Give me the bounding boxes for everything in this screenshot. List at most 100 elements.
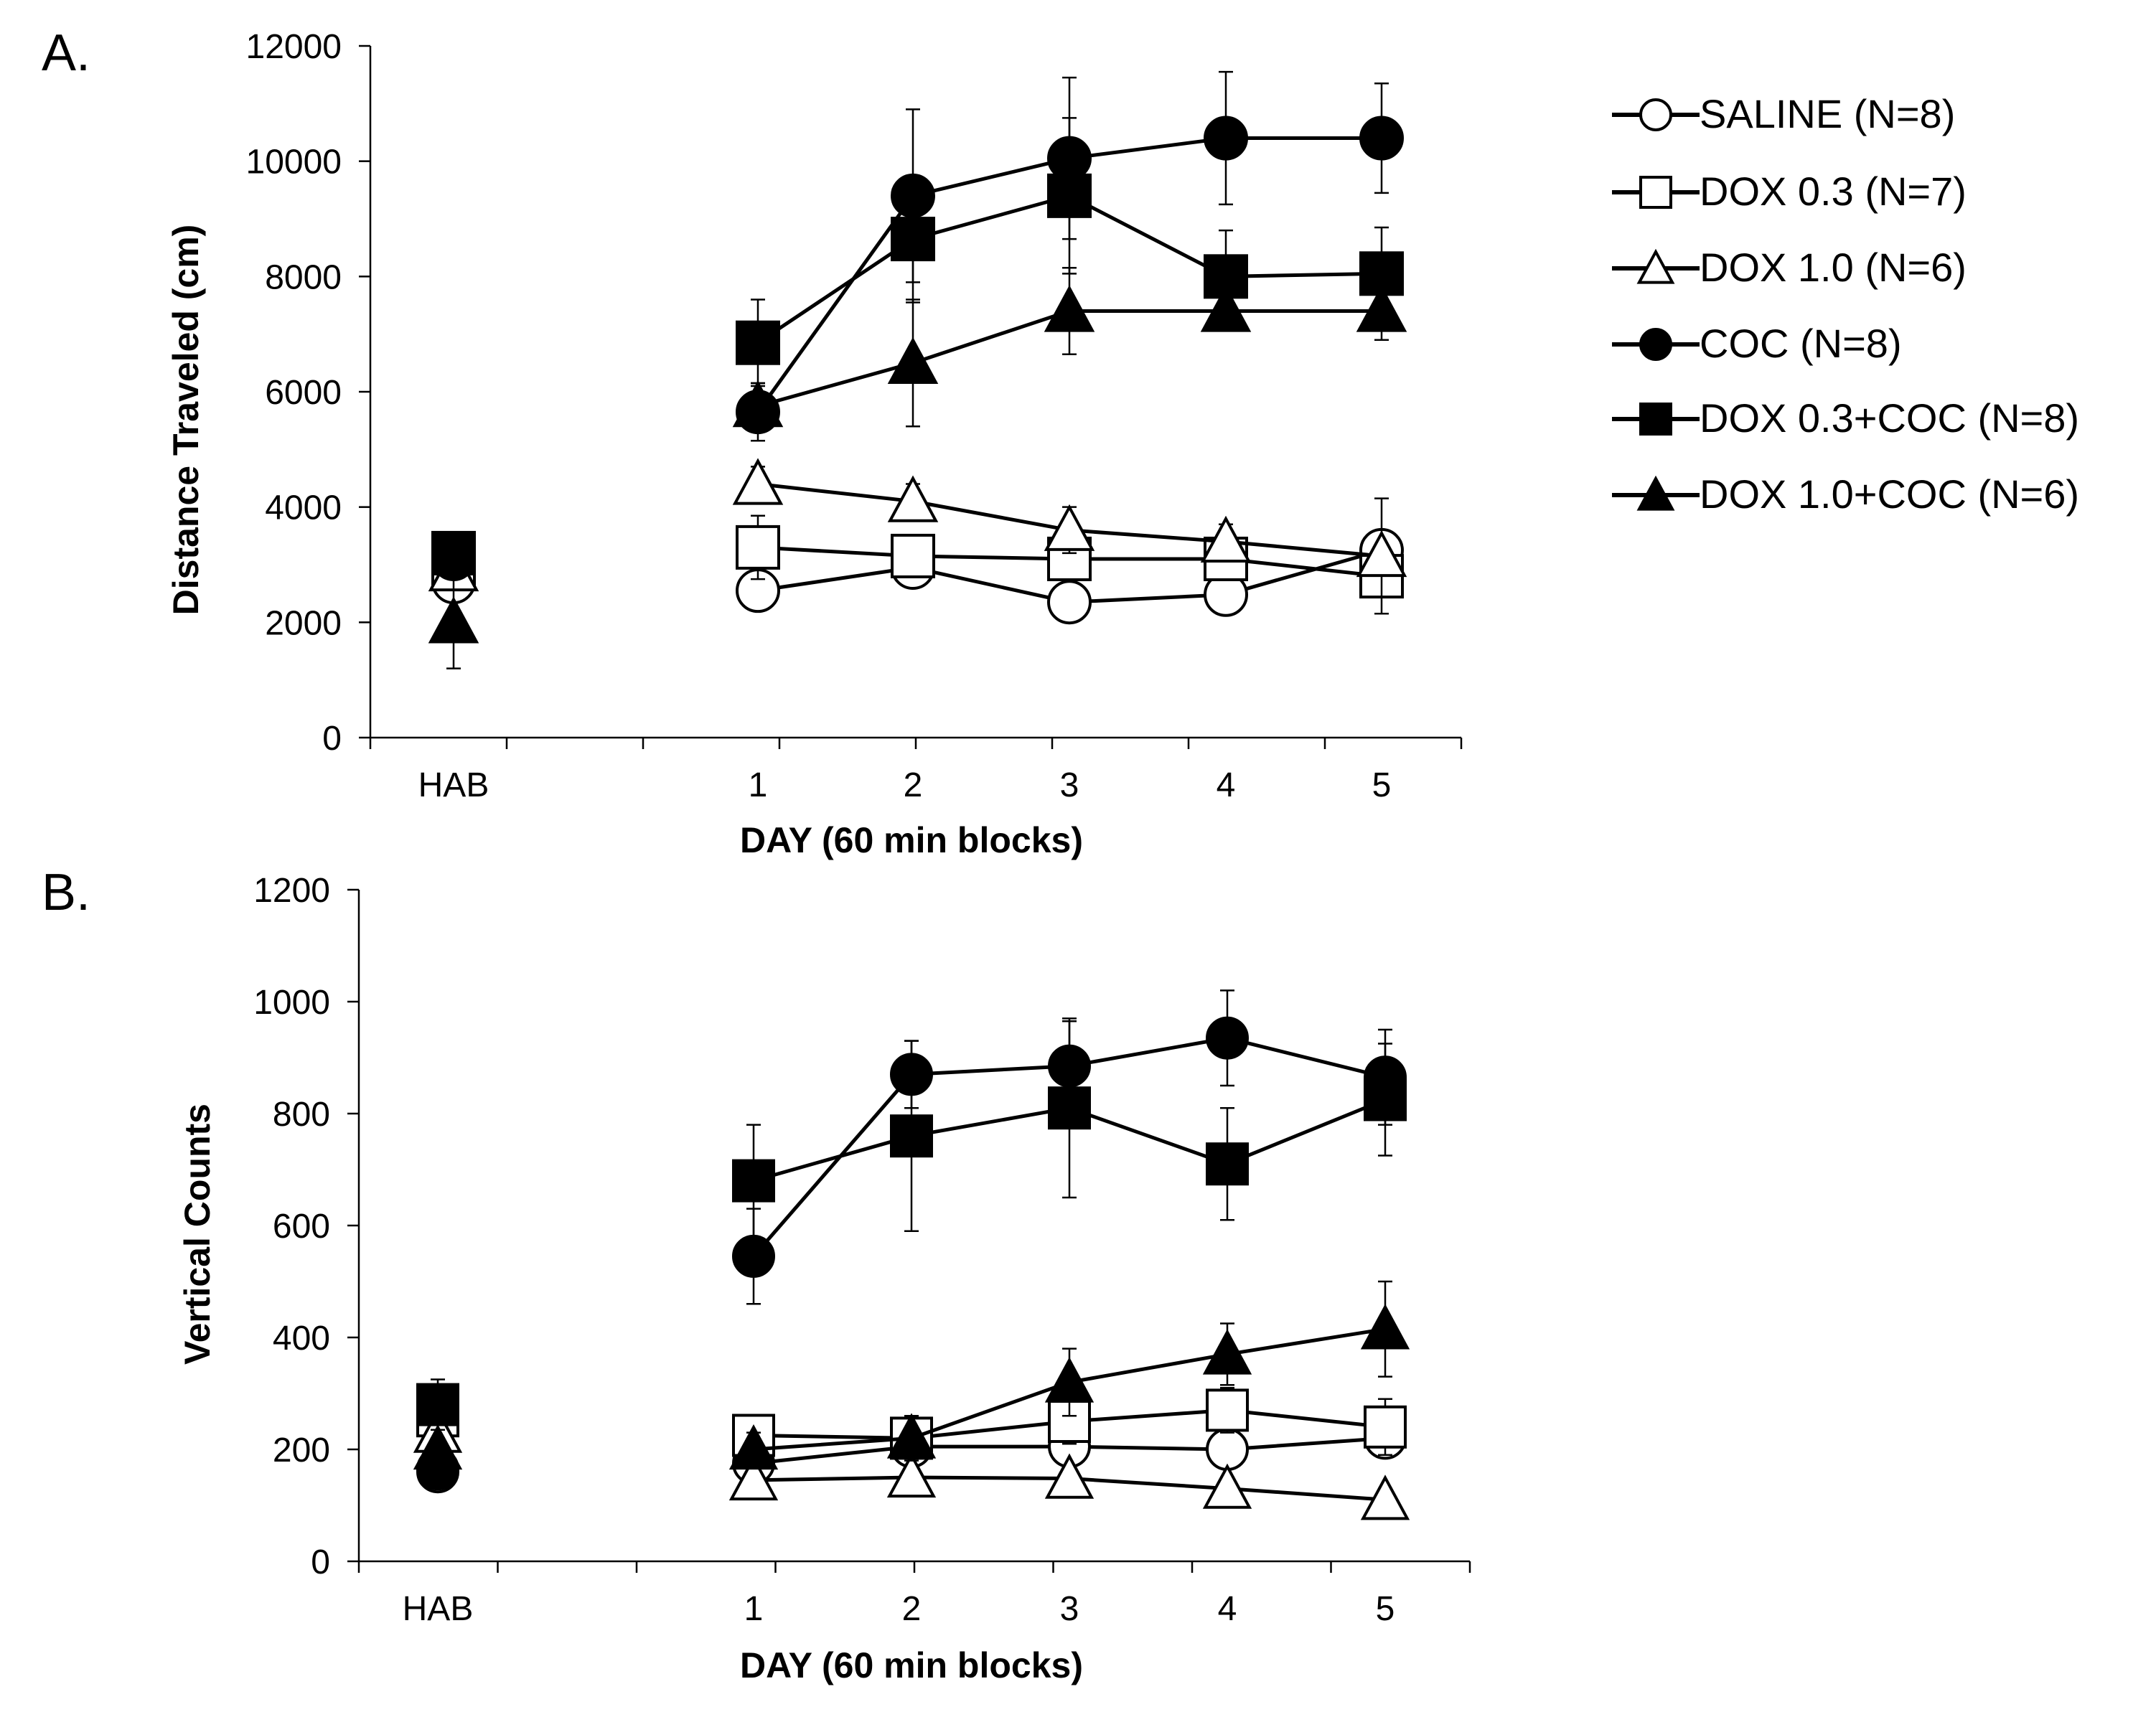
legend-marker — [1639, 328, 1672, 361]
panel-b-y-axis-title: Vertical Counts — [177, 1104, 217, 1365]
data-point — [1364, 1078, 1407, 1121]
data-point — [1206, 1142, 1249, 1186]
data-point — [1202, 1463, 1252, 1509]
panel-b-label: B. — [42, 864, 90, 921]
data-point — [1044, 504, 1095, 551]
panel-b: B. Vertical Counts DAY (60 min blocks) 0… — [42, 864, 1471, 1685]
y-tick-label: 12000 — [246, 28, 342, 66]
y-tick-label: 0 — [322, 720, 342, 758]
data-point — [736, 525, 780, 570]
series-dox-1-0-n-6 — [428, 458, 1407, 615]
data-point — [890, 1114, 933, 1158]
y-tick-label: 600 — [273, 1208, 330, 1246]
data-point — [1356, 285, 1407, 332]
data-point — [1359, 251, 1404, 296]
x-tick-label: 5 — [1376, 1590, 1395, 1628]
panel-b-tick-labels: 0 200 400 600 800 1000 1200 HAB 1 2 3 4 5 — [253, 872, 1395, 1628]
y-tick-label: 8000 — [265, 258, 342, 296]
panel-a-tick-labels: 0 2000 4000 6000 8000 10000 12000 HAB 1 2 3 4 5 — [246, 28, 1392, 804]
data-point — [1200, 285, 1252, 332]
x-tick-label: HAB — [403, 1590, 474, 1628]
data-point — [891, 533, 935, 578]
data-point — [1200, 515, 1252, 563]
y-tick-label: 400 — [273, 1320, 330, 1358]
x-tick-label: 5 — [1372, 766, 1392, 804]
data-point — [1044, 1453, 1095, 1499]
data-point — [1360, 1304, 1410, 1350]
panel-a-x-axis-title: DAY (60 min blocks) — [740, 820, 1083, 860]
panel-a: A. Distance Traveled (cm) DAY (60 min bl… — [42, 24, 1463, 860]
data-point — [732, 1159, 775, 1203]
legend-item-saline: SALINE (N=8) — [1612, 91, 1955, 136]
legend-symbol-dox-1-0-coc — [1612, 475, 1700, 511]
data-point — [416, 1383, 459, 1426]
data-point — [1364, 1405, 1407, 1449]
y-tick-label: 4000 — [265, 489, 342, 527]
legend-item-dox-0-3-coc: DOX 0.3+COC (N=8) — [1612, 395, 2079, 441]
y-tick-label: 1000 — [253, 984, 330, 1022]
data-point — [1048, 1400, 1091, 1443]
data-point — [1048, 1086, 1091, 1130]
legend-item-dox-1-0-coc: DOX 1.0+COC (N=6) — [1612, 471, 2079, 517]
y-tick-label: 1200 — [253, 872, 330, 910]
data-point — [886, 1452, 937, 1498]
data-point — [1359, 116, 1404, 161]
panel-a-axes — [359, 44, 1463, 749]
panel-a-y-axis-title: Distance Traveled (cm) — [166, 225, 206, 616]
data-point — [887, 337, 939, 384]
x-tick-label: 1 — [744, 1590, 764, 1628]
data-point — [1360, 1475, 1410, 1520]
panel-b-x-axis-title: DAY (60 min blocks) — [740, 1645, 1083, 1685]
data-point — [1206, 1016, 1249, 1060]
legend: SALINE (N=8) DOX 0.3 (N=7) DOX 1.0 (N=6)… — [1612, 91, 2079, 517]
legend-item-dox-0-3: DOX 0.3 (N=7) — [1612, 169, 1967, 214]
legend-label-dox-1-0-coc: DOX 1.0+COC (N=6) — [1700, 471, 2079, 517]
legend-label-dox-1-0: DOX 1.0 (N=6) — [1700, 245, 1967, 290]
data-point — [891, 217, 935, 262]
data-point — [728, 1454, 779, 1501]
panel-b-plot — [413, 989, 1410, 1520]
x-tick-label: 2 — [902, 1590, 922, 1628]
data-point — [1202, 1329, 1252, 1375]
panel-b-axes — [347, 888, 1471, 1573]
legend-label-dox-0-3-coc: DOX 0.3+COC (N=8) — [1700, 395, 2079, 441]
data-point — [1047, 173, 1092, 218]
data-point — [732, 1234, 775, 1278]
legend-item-coc: COC (N=8) — [1612, 321, 1902, 366]
x-tick-label: 2 — [904, 766, 923, 804]
legend-marker — [1639, 403, 1672, 436]
data-point — [728, 1424, 779, 1470]
data-point — [736, 320, 780, 365]
data-point — [887, 475, 939, 522]
y-tick-label: 200 — [273, 1431, 330, 1469]
legend-marker — [1639, 98, 1672, 131]
panel-a-plot — [428, 70, 1407, 669]
x-tick-label: 3 — [1060, 766, 1079, 804]
x-tick-label: 1 — [749, 766, 768, 804]
legend-marker — [1636, 475, 1675, 511]
legend-label-saline: SALINE (N=8) — [1700, 91, 1955, 136]
data-point — [732, 380, 784, 428]
x-tick-label: 4 — [1218, 1590, 1237, 1628]
legend-symbol-dox-0-3 — [1612, 176, 1700, 209]
legend-item-dox-1-0: DOX 1.0 (N=6) — [1612, 245, 1967, 290]
legend-symbol-dox-0-3-coc — [1612, 403, 1700, 436]
data-point — [1356, 530, 1407, 578]
data-point — [1044, 285, 1095, 332]
data-point — [886, 1413, 937, 1459]
data-point — [1206, 1388, 1249, 1432]
series-dox-0-3-coc-n-8 — [416, 1017, 1407, 1431]
legend-label-dox-0-3: DOX 0.3 (N=7) — [1700, 169, 1967, 214]
data-point — [1204, 116, 1248, 161]
y-tick-label: 800 — [273, 1096, 330, 1134]
series-dox-0-3-coc-n-8 — [431, 117, 1404, 575]
data-point — [1044, 1357, 1095, 1403]
data-point — [431, 530, 476, 575]
panel-a-label: A. — [42, 24, 90, 82]
x-tick-label: 3 — [1060, 1590, 1079, 1628]
legend-symbol-dox-1-0 — [1612, 248, 1700, 284]
y-tick-label: 0 — [311, 1543, 330, 1581]
data-point — [732, 458, 784, 505]
y-tick-label: 6000 — [265, 374, 342, 412]
